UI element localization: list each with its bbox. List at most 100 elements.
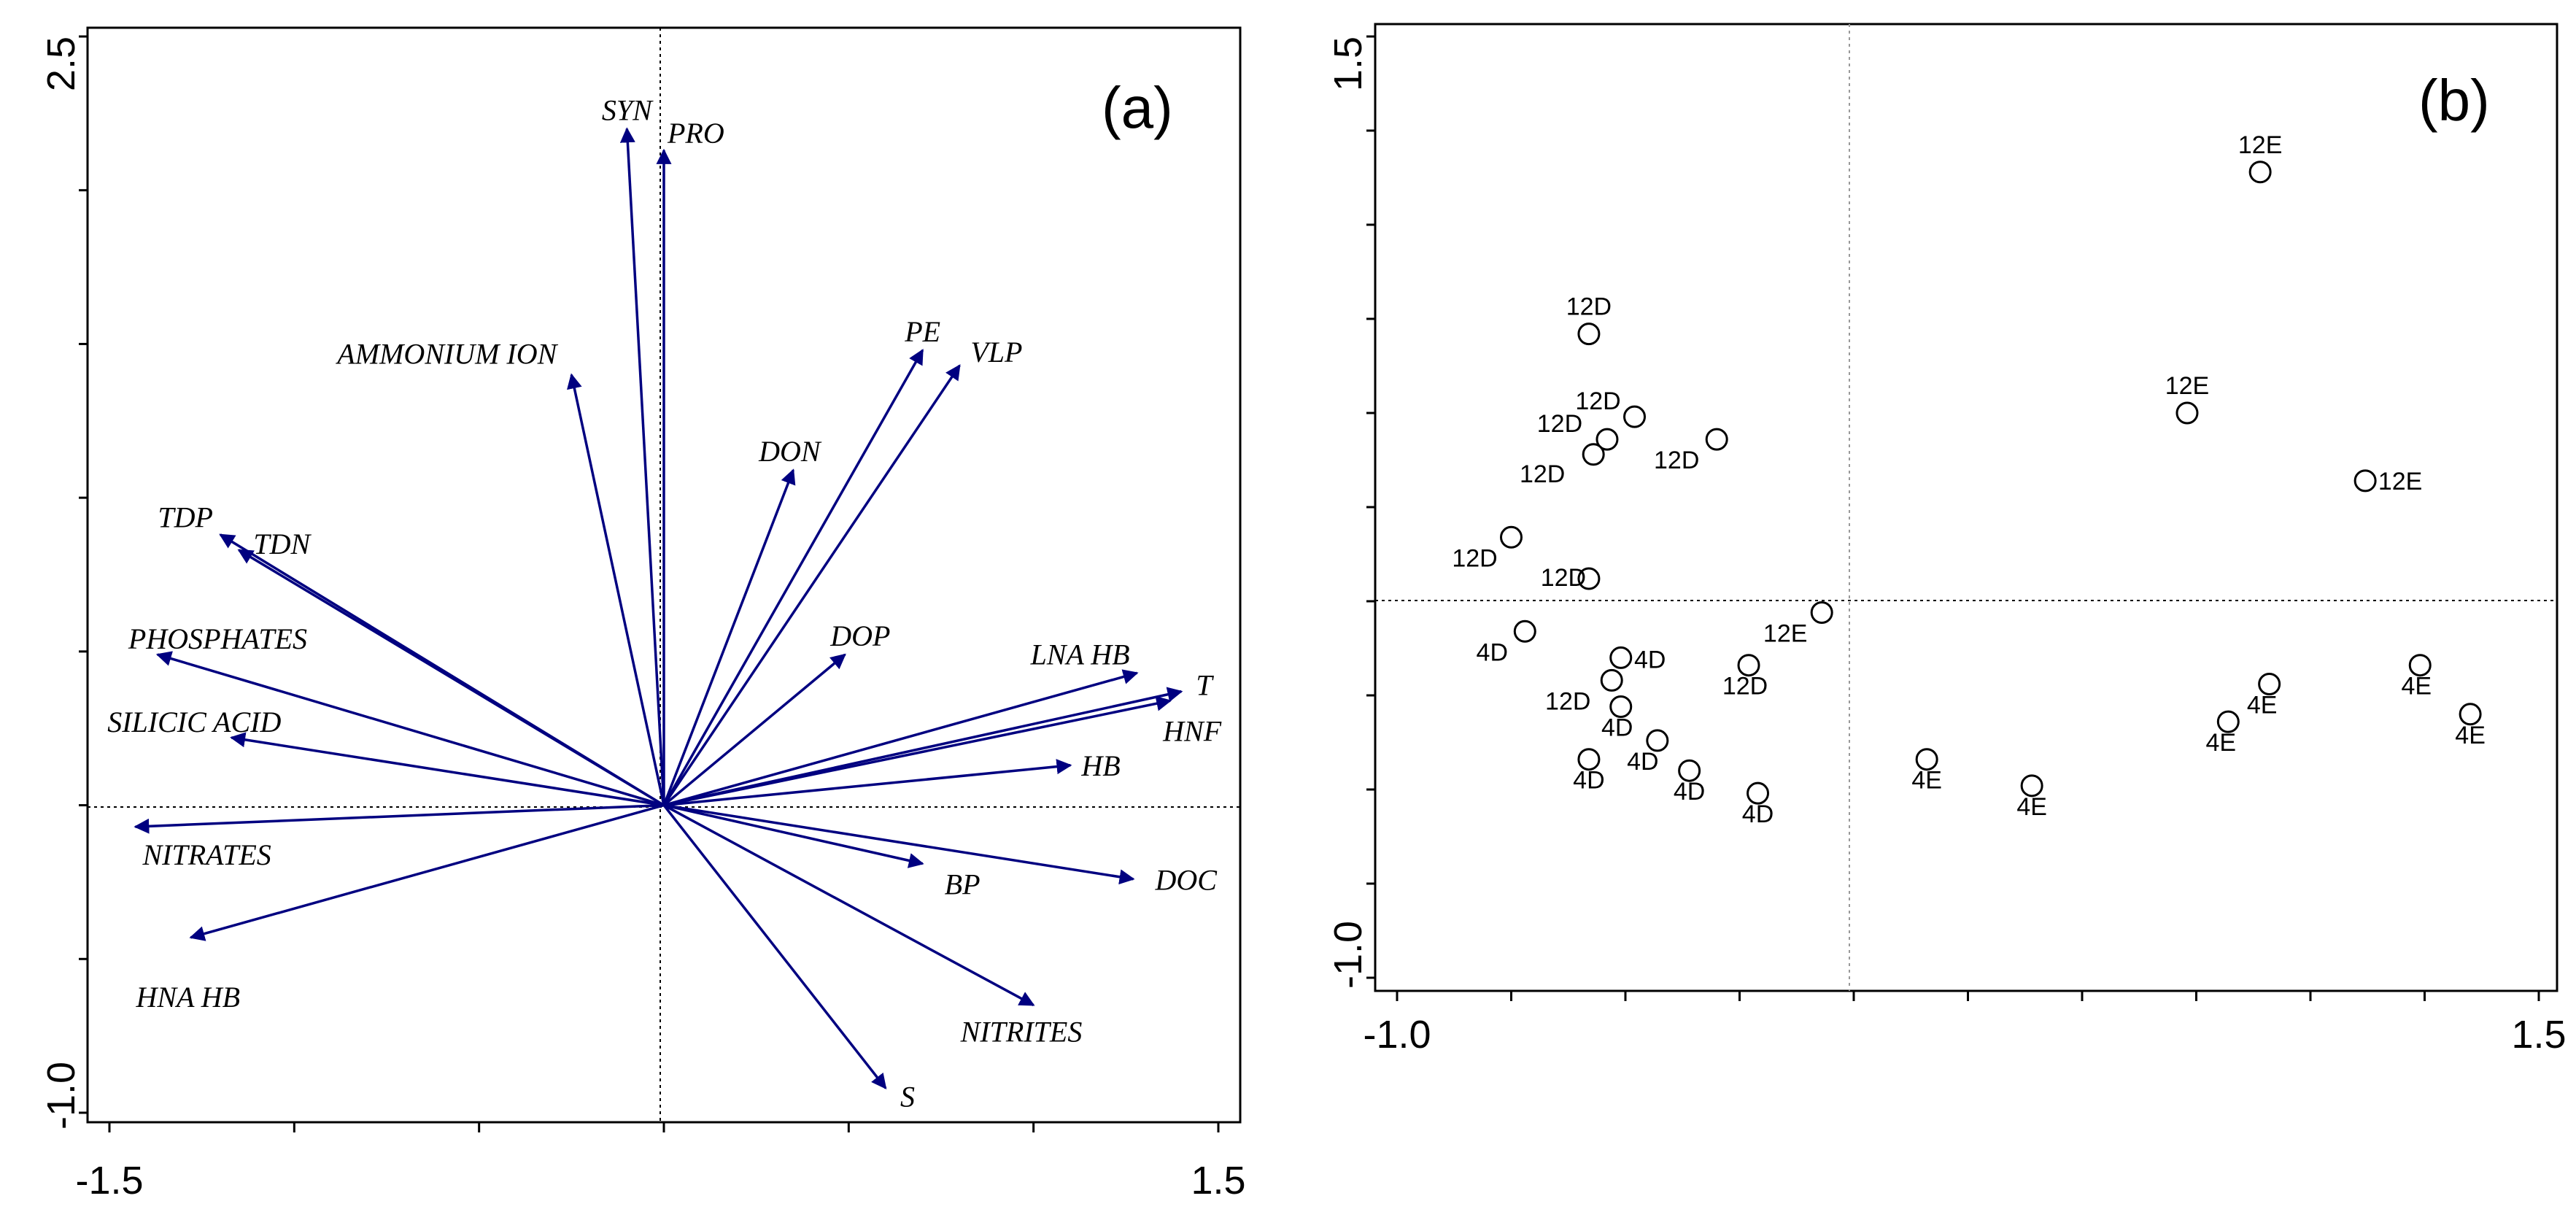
site-point-4d (1609, 695, 1633, 718)
vector-label-dop: DOP (829, 619, 890, 652)
site-point-12d (1623, 405, 1647, 428)
vector-nitrites (663, 804, 1035, 1007)
site-label-4d: 4D (1477, 638, 1508, 666)
site-label-12d: 12D (1541, 564, 1586, 592)
vector-label-syn: SYN (602, 93, 654, 126)
site-point-12e (2353, 469, 2377, 493)
site-label-4e: 4E (2247, 692, 2278, 719)
vector-lna-hb (663, 669, 1139, 807)
site-label-12e: 12E (2378, 468, 2423, 495)
site-label-4d: 4D (1627, 748, 1658, 776)
site-point-4e (2216, 710, 2240, 733)
vector-hna-hb (189, 803, 665, 941)
vector-label-vlp: VLP (970, 336, 1022, 368)
vector-phosphates (155, 651, 665, 807)
site-label-12e: 12E (1763, 619, 1808, 647)
site-label-12d: 12D (1566, 293, 1612, 321)
vector-bp (663, 803, 924, 868)
vector-label-nitrates: NITRATES (142, 838, 271, 871)
panel-b-x-ticks (1396, 991, 2540, 1001)
site-label-12d: 12D (1575, 387, 1620, 415)
panel-b-x-tick-label-left: -1.0 (1363, 1013, 1431, 1057)
site-label-4e: 4E (1911, 767, 1942, 795)
panel-a-x-tick-label-right: 1.5 (1191, 1159, 1245, 1202)
vector-ammonium-ion (567, 373, 665, 806)
site-point-4d (1678, 759, 1701, 782)
site-point-12d (1582, 443, 1605, 466)
site-label-12d: 12D (1545, 687, 1590, 715)
panel-b-x-tick-label-right: 1.5 (2511, 1013, 2566, 1057)
site-label-12d: 12D (1722, 673, 1768, 700)
site-label-12e: 12E (2165, 372, 2210, 400)
panel-a-vectors: SYN PRO AMMONIUM ION PE VLP DON TDP TDN PHOSPHAT… (107, 93, 1221, 1113)
site-label-4d: 4D (1634, 646, 1666, 673)
site-point-12d (1600, 668, 1623, 692)
panel-a-y-tick-label-top: 2.5 (39, 36, 83, 91)
panel-a-label: (a) (1102, 75, 1173, 140)
vector-label-nitrites: NITRITES (960, 1016, 1083, 1049)
vector-silicic-acid (230, 732, 665, 807)
vector-s (662, 804, 887, 1089)
panel-a-x-tick-label-left: -1.5 (75, 1159, 143, 1202)
site-label-4e: 4E (2455, 722, 2486, 749)
site-label-12d: 12D (1520, 460, 1565, 488)
site-label-4d: 4D (1573, 767, 1604, 795)
site-label-4d: 4D (1674, 778, 1705, 806)
site-label-4d: 4D (1742, 800, 1774, 828)
panel-b-y-tick-label-top: 1.5 (1326, 36, 1370, 91)
site-point-12d (1737, 654, 1760, 677)
vector-label-tdn: TDN (253, 528, 312, 560)
site-point-4e (2408, 654, 2432, 677)
panel-b-y-tick-label-bottom: -1.0 (1326, 921, 1370, 989)
site-label-4e: 4E (2206, 729, 2237, 757)
vector-tdn (237, 549, 665, 807)
vector-don (662, 468, 796, 806)
vector-label-hb: HB (1080, 749, 1120, 782)
panel-a-y-ticks (79, 35, 88, 1114)
site-label-4e: 4E (2016, 793, 2047, 821)
vector-label-hna-hb: HNA HB (135, 981, 240, 1014)
panel-b-y-ticks (1366, 35, 1375, 979)
panel-a-x-ticks (108, 1122, 1220, 1132)
vector-label-lna-hb: LNA HB (1030, 638, 1130, 671)
site-label-12d: 12D (1537, 410, 1582, 438)
vector-syn (619, 127, 665, 806)
vector-doc (663, 803, 1135, 885)
vector-hnf (663, 695, 1172, 807)
vector-label-ammonium-ion: AMMONIUM ION (335, 338, 558, 371)
panel-a: 2.5 -1.0 -1.5 1.5 (a) SYN PRO AMMONIUM ION… (39, 26, 1246, 1202)
site-point-4e (1915, 748, 1938, 771)
vector-label-pro: PRO (667, 117, 724, 150)
vector-vlp (662, 364, 961, 806)
site-point-12d (1596, 428, 1619, 451)
site-point-12d (1577, 567, 1601, 590)
vector-label-t: T (1196, 669, 1214, 702)
site-point-4d (1577, 748, 1601, 771)
vector-label-phosphates: PHOSPHATES (128, 622, 307, 655)
site-point-4e (2459, 703, 2482, 726)
site-label-4e: 4E (2401, 673, 2432, 700)
site-point-12d (1577, 323, 1601, 346)
vector-pe (662, 349, 924, 806)
site-point-12e (1810, 601, 1833, 624)
site-point-4e (2020, 774, 2043, 798)
vector-label-bp: BP (945, 868, 980, 901)
panel-b-frame (1374, 23, 2558, 992)
site-label-12d: 12D (1452, 544, 1497, 572)
panel-b-label: (b) (2418, 68, 2490, 133)
site-point-4e (2258, 673, 2281, 696)
site-point-4d (1747, 781, 1770, 805)
site-point-4d (1646, 729, 1669, 752)
vector-dop (662, 653, 846, 806)
vector-label-doc: DOC (1154, 864, 1218, 897)
vector-hb (663, 759, 1072, 807)
panel-a-y-tick-label-bottom: -1.0 (39, 1062, 83, 1130)
site-point-12d (1705, 428, 1728, 451)
vector-label-don: DON (758, 435, 822, 468)
vector-label-tdp: TDP (158, 501, 213, 534)
vector-nitrates (134, 803, 665, 834)
vector-label-hnf: HNF (1162, 714, 1222, 747)
